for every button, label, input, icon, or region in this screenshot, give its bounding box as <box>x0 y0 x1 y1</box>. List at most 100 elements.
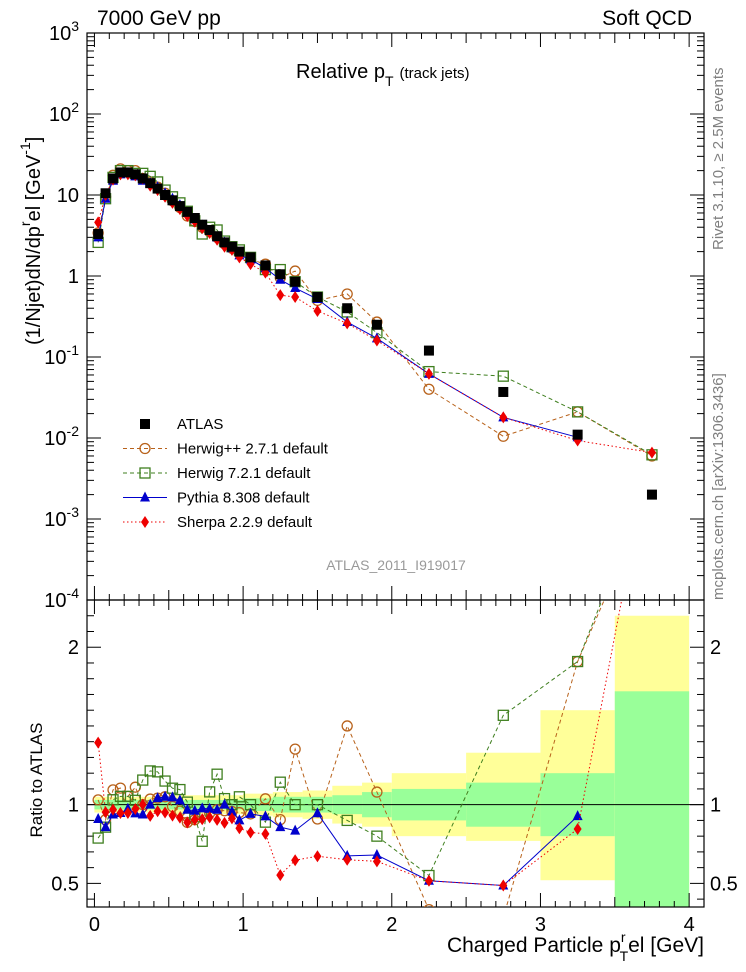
data-point <box>423 345 434 356</box>
ratio-point <box>137 774 149 786</box>
data-point <box>235 251 244 264</box>
ytick-base: 10 <box>44 590 66 612</box>
ratio-point <box>197 802 208 813</box>
ratio-frame <box>86 599 705 908</box>
legend-marker <box>139 467 151 479</box>
ratio-xlabel-text: Charged Particle p <box>447 934 621 957</box>
data-point <box>424 367 433 380</box>
legend-label: Pythia 8.308 default <box>177 490 310 507</box>
ratio-xlabel-rest: el [GeV] <box>628 934 704 957</box>
ratio-point <box>161 806 170 819</box>
ratio-point <box>204 786 216 798</box>
data-point <box>372 334 381 347</box>
data-point <box>100 188 111 199</box>
ratio-point <box>424 874 433 887</box>
ratio-point <box>204 802 215 813</box>
legend-item: Herwig 7.2.1 default <box>123 465 311 482</box>
ratio-series <box>92 600 623 922</box>
ratio-yticks: 0.5 0.5 1 1 2 2 <box>51 615 738 900</box>
rivet-label: Rivet 3.1.10, ≥ 2.5M events <box>710 68 727 251</box>
ratio-point <box>145 798 156 809</box>
ratio-point <box>276 869 285 882</box>
ratio-point <box>261 827 270 840</box>
ratio-point <box>116 806 125 819</box>
ratio-ytick-label: 0.5 <box>51 873 79 895</box>
legend-marker <box>139 442 151 455</box>
ytick-label: 10-4 <box>44 585 79 612</box>
ratio-point <box>572 810 583 821</box>
ytick-exp: 2 <box>71 99 79 115</box>
ratio-point <box>93 812 104 823</box>
ratio-line <box>97 600 603 877</box>
ratio-point <box>168 809 177 822</box>
ratio-point <box>219 798 230 809</box>
main-ylabel-end: ] <box>23 137 45 143</box>
ratio-point <box>498 912 508 922</box>
ratio-point <box>499 879 508 892</box>
ratio-point <box>138 798 147 811</box>
ytick-label: 103 <box>49 18 79 45</box>
data-point <box>145 178 156 189</box>
data-point <box>343 317 352 330</box>
ytick-label: 102 <box>49 99 79 126</box>
ratio-sherpa <box>94 600 623 892</box>
ratio-point <box>274 776 286 788</box>
ratio-point <box>371 849 382 860</box>
data-point <box>94 216 103 229</box>
data-point <box>312 292 323 303</box>
legend-item: Pythia 8.308 default <box>123 490 310 507</box>
ytick-label: 10-3 <box>44 504 79 531</box>
ytick-exp: -4 <box>67 585 80 601</box>
ytick-base: 10 <box>49 23 71 45</box>
data-point <box>245 252 256 263</box>
main-series <box>92 163 658 500</box>
ratio-point <box>313 850 322 863</box>
data-point <box>137 173 148 184</box>
data-point <box>275 269 286 280</box>
legend-item: ATLAS <box>140 416 223 433</box>
ratio-ytick-label-right: 1 <box>710 795 721 817</box>
ratio-point <box>573 822 582 835</box>
ratio-point <box>571 655 584 668</box>
band-inner <box>614 691 690 907</box>
ratio-point <box>196 835 208 847</box>
series-line <box>97 173 653 454</box>
ytick-label: 10-2 <box>44 423 79 450</box>
ratio-point <box>100 821 111 832</box>
ratio-point <box>153 805 162 818</box>
ytick-base: 10 <box>44 347 66 369</box>
main-ylabel-rest: el [GeV <box>23 154 45 221</box>
legend-item: Herwig++ 2.7.1 default <box>123 441 329 458</box>
ratio-point <box>227 812 236 825</box>
data-point <box>647 446 656 459</box>
ytick-base: 10 <box>44 428 66 450</box>
ytick-label: 1 <box>68 266 79 288</box>
ratio-point <box>183 816 192 829</box>
ratio-point <box>114 790 127 803</box>
data-point <box>371 319 382 330</box>
ratio-point <box>233 791 246 803</box>
ratio-point <box>211 768 223 780</box>
legend: ATLAS Herwig++ 2.7.1 default Herwig 7.2.1 … <box>123 416 329 531</box>
xtick-label: 4 <box>684 914 695 936</box>
data-point <box>174 201 185 212</box>
data-point <box>497 370 509 382</box>
ratio-xlabel: Charged Particle pr Tel [GeV] <box>447 929 704 964</box>
ratio-point <box>290 824 301 835</box>
ratio-point <box>497 709 509 721</box>
ratio-point <box>371 786 383 798</box>
ratio-point <box>289 799 301 811</box>
xtick-label: 3 <box>535 914 546 936</box>
data-point <box>423 383 435 395</box>
ratio-point <box>175 811 184 824</box>
ratio-point <box>144 765 156 777</box>
data-point <box>152 183 163 194</box>
ratio-xlabel-sub: T <box>620 948 629 964</box>
data-point <box>571 406 584 418</box>
data-point <box>115 167 126 178</box>
data-point <box>498 386 509 397</box>
data-point <box>212 231 223 242</box>
data-point <box>276 289 285 302</box>
data-point <box>497 430 509 442</box>
ratio-point <box>234 814 245 825</box>
